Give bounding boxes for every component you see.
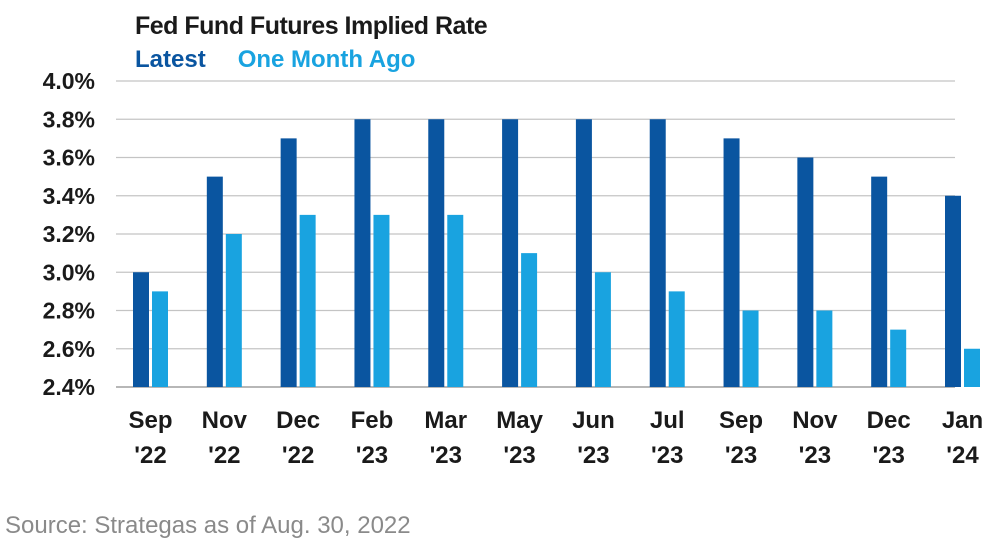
x-tick-label: Feb (351, 407, 394, 434)
x-tick-label: '22 (134, 442, 166, 469)
x-tick-label: '24 (946, 442, 979, 469)
chart-title: Fed Fund Futures Implied Rate (135, 12, 488, 40)
bar-one-month-ago (890, 329, 907, 387)
bar-one-month-ago (225, 234, 242, 387)
x-tick-label: '23 (503, 442, 535, 469)
x-tick-label: Dec (276, 407, 320, 434)
x-tick-label: Jun (572, 407, 615, 434)
x-tick-label: Dec (867, 407, 911, 434)
bar-latest (206, 176, 223, 387)
y-tick-label: 2.4% (43, 374, 95, 400)
x-tick-label: '22 (208, 442, 240, 469)
bar-one-month-ago (447, 214, 464, 387)
x-tick-label: Jan (942, 407, 982, 434)
bar-one-month-ago (521, 253, 538, 387)
x-tick-label: '23 (799, 442, 831, 469)
x-tick-label: '23 (725, 442, 757, 469)
bar-one-month-ago (964, 348, 980, 387)
bar-latest (354, 119, 371, 387)
bar-latest (133, 272, 149, 387)
y-tick-label: 3.4% (43, 183, 95, 209)
bar-one-month-ago (594, 272, 611, 387)
bar-latest (649, 119, 666, 387)
bar-latest (871, 176, 888, 387)
x-tick-label: May (496, 407, 543, 434)
source-note: Source: Strategas as of Aug. 30, 2022 (5, 512, 411, 539)
y-tick-label: 2.6% (43, 336, 95, 362)
legend: Latest One Month Ago (135, 46, 447, 74)
bar-latest (797, 157, 814, 387)
x-tick-label: '23 (872, 442, 904, 469)
x-tick-label: Mar (424, 407, 467, 434)
y-tick-label: 3.0% (43, 259, 95, 285)
x-tick-label: Sep (128, 407, 172, 434)
bar-one-month-ago (816, 310, 833, 387)
y-tick-label: 3.8% (43, 106, 95, 132)
bar-one-month-ago (299, 214, 316, 387)
bar-one-month-ago (373, 214, 390, 387)
bar-latest (428, 119, 445, 387)
y-tick-label: 2.8% (43, 298, 95, 324)
bar-latest (280, 138, 297, 387)
x-tick-label: Sep (719, 407, 763, 434)
x-tick-label: '23 (577, 442, 609, 469)
bar-latest (945, 195, 961, 387)
bar-one-month-ago (668, 291, 685, 387)
bar-one-month-ago (152, 291, 168, 387)
y-tick-label: 3.2% (43, 221, 95, 247)
y-tick-label: 4.0% (43, 68, 95, 94)
bar-latest (502, 119, 519, 387)
y-tick-label: 3.6% (43, 145, 95, 171)
bar-one-month-ago (742, 310, 759, 387)
x-tick-label: '22 (282, 442, 314, 469)
x-tick-label: Jul (650, 407, 685, 434)
x-tick-label: '23 (356, 442, 388, 469)
x-tick-label: Nov (792, 407, 838, 434)
x-tick-label: Nov (202, 407, 248, 434)
x-tick-label: '23 (430, 442, 462, 469)
legend-one-month-ago: One Month Ago (237, 46, 416, 73)
bar-latest (575, 119, 592, 387)
x-tick-label: '23 (651, 442, 683, 469)
legend-latest: Latest (135, 46, 206, 73)
bar-latest (723, 138, 740, 387)
